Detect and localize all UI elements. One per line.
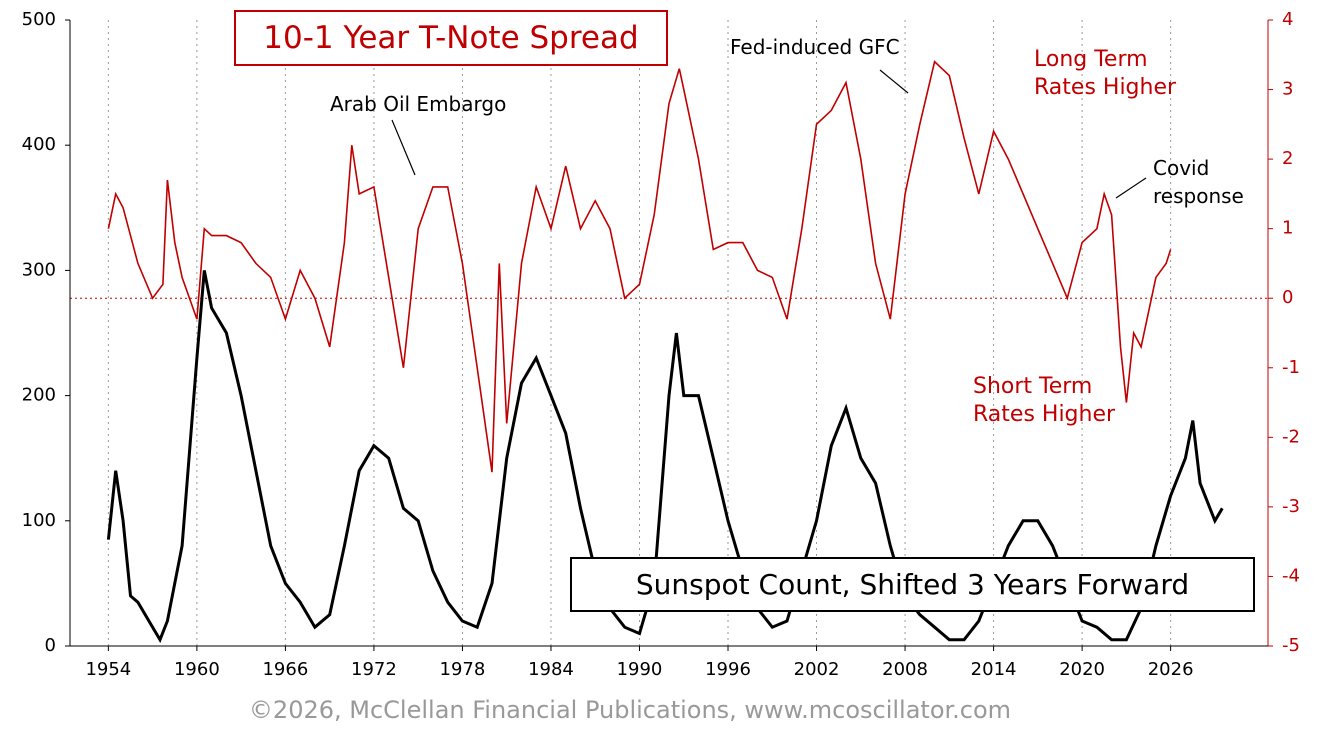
y2-tick-label: 3 [1282, 79, 1293, 100]
x-tick-label: 2002 [794, 659, 840, 680]
y-tick-label: 500 [22, 9, 56, 30]
y-tick-label: 200 [22, 385, 56, 406]
annotation: Fed-induced GFC [730, 35, 900, 59]
y2-tick-label: -1 [1282, 357, 1300, 378]
y-tick-label: 400 [22, 134, 56, 155]
annotation-pointer [391, 119, 416, 176]
series-line [107, 60, 1172, 473]
y2-tick-label: 2 [1282, 148, 1293, 169]
x-tick-label: 1966 [262, 659, 308, 680]
y2-tick-label: -3 [1282, 496, 1300, 517]
annotation-pointer [1115, 177, 1147, 199]
x-tick-label: 2008 [882, 659, 928, 680]
y-tick-label: 0 [45, 635, 56, 656]
y2-tick-label: 1 [1282, 218, 1293, 239]
annotation: Short Term Rates Higher [973, 374, 1116, 427]
x-tick-label: 1960 [174, 659, 220, 680]
annotation-pointer [879, 69, 909, 94]
y-tick-label: 100 [22, 510, 56, 531]
annotation: Long Term Rates Higher [1034, 47, 1177, 100]
footer: ©2026, McClellan Financial Publications,… [248, 696, 1012, 724]
x-tick-label: 1990 [617, 659, 663, 680]
series-label: 10-1 Year T-Note Spread [234, 10, 668, 66]
annotation: Covid response [1153, 156, 1244, 208]
y2-tick-label: -4 [1282, 565, 1300, 586]
x-tick-label: 1984 [528, 659, 574, 680]
y-tick-label: 300 [22, 259, 56, 280]
x-tick-label: 2026 [1148, 659, 1194, 680]
y2-tick-label: -5 [1282, 635, 1300, 656]
annotation: Arab Oil Embargo [330, 92, 507, 116]
x-tick-label: 1972 [351, 659, 397, 680]
x-tick-label: 2020 [1059, 659, 1105, 680]
x-tick-label: 2014 [971, 659, 1017, 680]
y2-tick-label: -2 [1282, 426, 1300, 447]
x-tick-label: 1954 [85, 659, 131, 680]
y2-tick-label: 0 [1282, 287, 1293, 308]
x-tick-label: 1996 [705, 659, 751, 680]
x-tick-label: 1978 [440, 659, 486, 680]
y2-tick-label: 4 [1282, 9, 1293, 30]
series-label: Sunspot Count, Shifted 3 Years Forward [570, 557, 1255, 612]
